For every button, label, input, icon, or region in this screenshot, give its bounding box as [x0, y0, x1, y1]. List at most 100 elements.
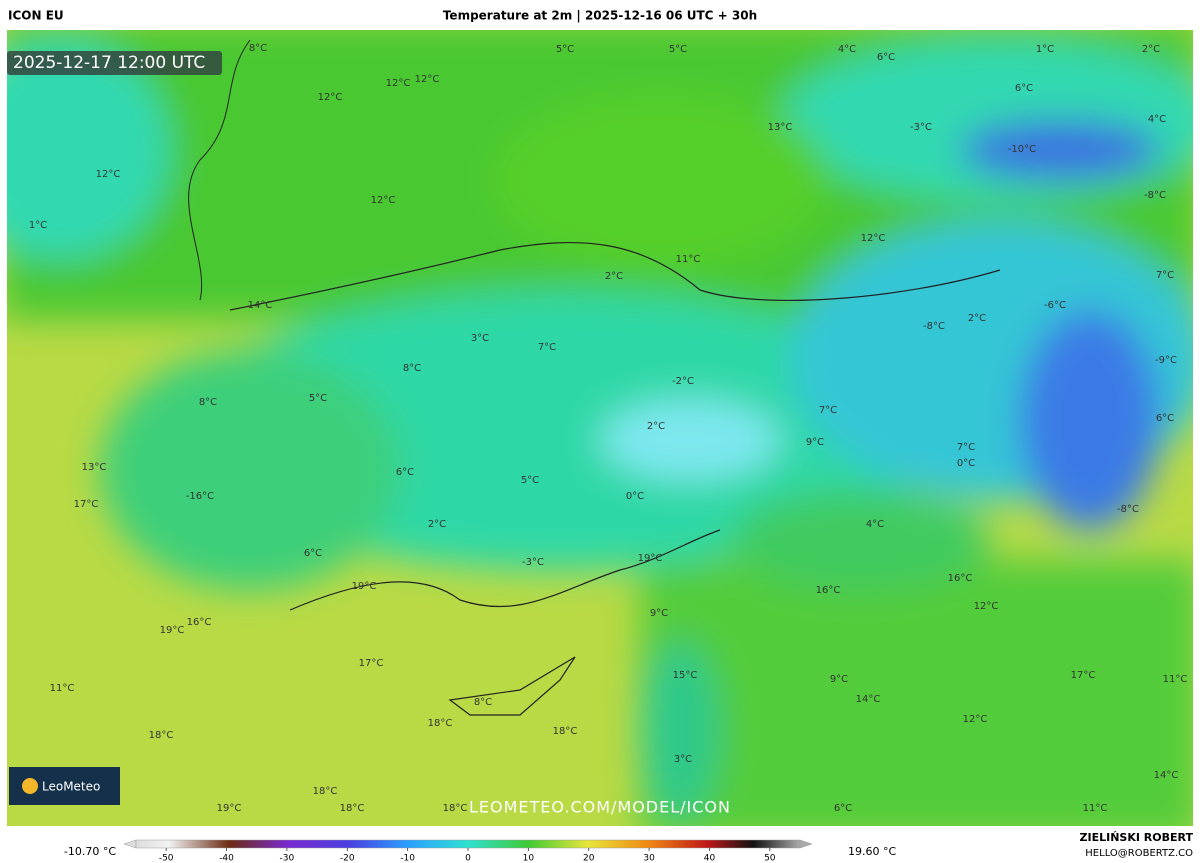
timestamp-box: [7, 51, 222, 75]
temperature-label: 16°C: [187, 617, 212, 628]
temperature-label: 6°C: [396, 467, 414, 478]
temperature-label: 5°C: [521, 475, 539, 486]
temperature-label: 12°C: [861, 233, 886, 244]
temperature-label: 5°C: [669, 44, 687, 55]
temperature-label: 8°C: [474, 697, 492, 708]
temperature-label: -3°C: [522, 557, 544, 568]
temperature-label: 11°C: [676, 254, 701, 265]
temperature-label: 6°C: [877, 52, 895, 63]
temperature-label: 19°C: [160, 625, 185, 636]
temperature-label: 6°C: [1015, 83, 1033, 94]
temperature-label: -2°C: [672, 376, 694, 387]
temperature-label: 8°C: [199, 397, 217, 408]
temperature-label: 12°C: [974, 601, 999, 612]
temperature-label: 16°C: [948, 573, 973, 584]
temperature-label: 12°C: [963, 714, 988, 725]
colorbar-tick-label: -40: [219, 854, 234, 863]
temperature-label: 11°C: [1163, 674, 1188, 685]
temperature-label: 12°C: [96, 169, 121, 180]
temperature-label: 0°C: [957, 458, 975, 469]
temperature-label: 14°C: [1154, 770, 1179, 781]
temperature-label: 19°C: [638, 553, 663, 564]
colorbar-right-end: [799, 839, 813, 849]
map: [7, 30, 1193, 826]
temperature-label: 0°C: [626, 491, 644, 502]
temperature-label: 7°C: [957, 442, 975, 453]
colorbar-tick-label: -30: [280, 854, 295, 863]
temperature-label: 17°C: [1071, 670, 1096, 681]
map-title: Temperature at 2m | 2025-12-16 06 UTC + …: [443, 9, 757, 23]
temperature-label: 11°C: [50, 683, 75, 694]
logo-icon: [22, 778, 38, 794]
temperature-label: 14°C: [856, 694, 881, 705]
colorbar-min: -10.70 °C: [64, 845, 116, 858]
temperature-label: 9°C: [830, 674, 848, 685]
temperature-label: 13°C: [768, 122, 793, 133]
temperature-label: 18°C: [553, 726, 578, 737]
temperature-label: 16°C: [816, 585, 841, 596]
temperature-label: 17°C: [359, 658, 384, 669]
temperature-label: -16°C: [186, 491, 214, 502]
temperature-label: 4°C: [866, 519, 884, 530]
temperature-label: 18°C: [149, 730, 174, 741]
temperature-label: 18°C: [443, 803, 468, 814]
temperature-label: 7°C: [538, 342, 556, 353]
temperature-label: 2°C: [968, 313, 986, 324]
colorbar-tick-label: 50: [764, 854, 776, 863]
temperature-label: -8°C: [1144, 190, 1166, 201]
temperature-label: -10°C: [1008, 144, 1036, 155]
temperature-label: 17°C: [74, 499, 99, 510]
colorbar-tick-label: 10: [523, 854, 535, 863]
colorbar: [135, 839, 801, 849]
temperature-label: 14°C: [248, 300, 273, 311]
model-name: ICON EU: [8, 9, 64, 23]
colorbar-tick-label: 40: [704, 854, 716, 863]
colorbar-tick-label: -50: [159, 854, 174, 863]
temperature-label: -8°C: [1117, 504, 1139, 515]
author-email: HELLO@ROBERTZ.CO: [1085, 848, 1193, 859]
temperature-label: 7°C: [1156, 270, 1174, 281]
temperature-label: 12°C: [371, 195, 396, 206]
temperature-label: 5°C: [309, 393, 327, 404]
temperature-label: 2°C: [1142, 44, 1160, 55]
temperature-label: 6°C: [304, 548, 322, 559]
temperature-label: 3°C: [674, 754, 692, 765]
temperature-label: 11°C: [1083, 803, 1108, 814]
temperature-label: 12°C: [386, 78, 411, 89]
timestamp: 2025-12-17 12:00 UTC: [13, 53, 205, 73]
colorbar-left-end: [123, 839, 137, 849]
temperature-label: -6°C: [1044, 300, 1066, 311]
author-name: ZIELIŃSKI ROBERT: [1080, 831, 1194, 844]
temperature-label: 12°C: [318, 92, 343, 103]
temperature-label: 12°C: [415, 74, 440, 85]
colorbar-tick-label: -20: [340, 854, 355, 863]
colorbar-max: 19.60 °C: [848, 845, 896, 858]
temperature-label: 19°C: [352, 581, 377, 592]
temperature-label: 2°C: [605, 271, 623, 282]
temperature-label: 3°C: [471, 333, 489, 344]
temperature-label: 4°C: [838, 44, 856, 55]
temperature-label: 6°C: [834, 803, 852, 814]
watermark: LEOMETEO.COM/MODEL/ICON: [469, 798, 731, 817]
temperature-label: 13°C: [82, 462, 107, 473]
temperature-label: 18°C: [340, 803, 365, 814]
colorbar-tick-label: -10: [400, 854, 415, 863]
temperature-label: -9°C: [1155, 355, 1177, 366]
temperature-label: 2°C: [428, 519, 446, 530]
temperature-label: 1°C: [1036, 44, 1054, 55]
temperature-label: 4°C: [1148, 114, 1166, 125]
temperature-label: 1°C: [29, 220, 47, 231]
colorbar-tick-label: 0: [465, 854, 471, 863]
temperature-label: 18°C: [313, 786, 338, 797]
temperature-label: 15°C: [673, 670, 698, 681]
colorbar-tick-label: 20: [583, 854, 595, 863]
temperature-label: 18°C: [428, 718, 453, 729]
temperature-label: 19°C: [217, 803, 242, 814]
temperature-label: 7°C: [819, 405, 837, 416]
logo: LeoMeteo: [42, 780, 100, 794]
temperature-label: 9°C: [806, 437, 824, 448]
temperature-label: 9°C: [650, 608, 668, 619]
temperature-label: -3°C: [910, 122, 932, 133]
temperature-label: 5°C: [556, 44, 574, 55]
